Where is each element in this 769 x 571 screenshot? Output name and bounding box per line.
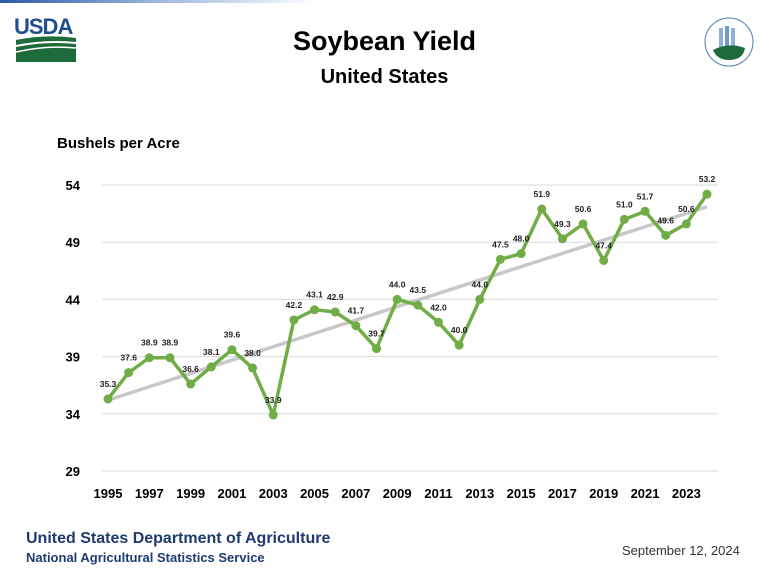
y-tick-label: 54 <box>66 178 81 193</box>
data-point <box>578 219 588 229</box>
data-point <box>330 307 340 317</box>
data-point <box>640 206 650 216</box>
data-label: 35.3 <box>100 379 117 389</box>
chart-title: Soybean Yield <box>292 26 477 56</box>
data-point <box>495 254 505 264</box>
x-tick-label: 2009 <box>383 486 412 501</box>
data-label: 43.1 <box>306 290 323 300</box>
data-label: 37.6 <box>120 353 137 363</box>
data-label: 38.0 <box>244 348 261 358</box>
data-label: 38.1 <box>203 347 220 357</box>
data-label: 50.6 <box>575 204 592 214</box>
data-point <box>103 394 113 404</box>
data-point <box>454 340 464 350</box>
data-label: 38.9 <box>162 338 179 348</box>
footer-service: National Agricultural Statistics Service <box>26 550 265 565</box>
data-point <box>681 219 691 229</box>
y-tick-label: 29 <box>66 464 80 479</box>
data-label: 43.5 <box>410 285 427 295</box>
x-tick-label: 2015 <box>507 486 536 501</box>
data-point <box>661 230 671 240</box>
data-label: 42.0 <box>430 302 447 312</box>
data-point <box>351 321 361 331</box>
agriculture-counts-seal <box>704 17 754 67</box>
data-label: 36.6 <box>182 364 199 374</box>
usda-logo: USDA <box>14 14 77 62</box>
y-tick-label: 49 <box>66 235 80 250</box>
x-tick-label: 2023 <box>672 486 701 501</box>
data-point <box>619 214 629 224</box>
data-label: 48.0 <box>513 234 530 244</box>
x-tick-label: 2001 <box>217 486 246 501</box>
x-tick-label: 2017 <box>548 486 577 501</box>
data-point <box>475 294 485 304</box>
footer-org: United States Department of Agriculture <box>26 530 331 547</box>
x-tick-label: 2019 <box>589 486 618 501</box>
svg-text:USDA: USDA <box>14 14 73 39</box>
data-point <box>227 345 237 355</box>
data-label: 49.6 <box>657 215 674 225</box>
data-point <box>599 256 609 266</box>
data-point <box>372 344 382 354</box>
data-label: 39.7 <box>368 329 385 339</box>
data-point <box>124 368 134 378</box>
data-point <box>516 249 526 259</box>
data-label: 42.2 <box>286 300 303 310</box>
data-point <box>165 353 175 363</box>
data-label: 47.5 <box>492 239 509 249</box>
data-label: 47.4 <box>595 241 612 251</box>
x-tick-label: 2011 <box>424 486 452 501</box>
data-point <box>289 315 299 325</box>
data-label: 39.6 <box>224 330 241 340</box>
data-point <box>310 305 320 315</box>
data-label: 42.9 <box>327 292 344 302</box>
data-label: 38.9 <box>141 338 158 348</box>
x-tick-label: 2005 <box>300 486 329 501</box>
x-tick-label: 2021 <box>631 486 660 501</box>
data-point <box>248 363 258 373</box>
data-point <box>186 379 196 389</box>
data-point <box>557 234 567 244</box>
y-tick-label: 39 <box>66 350 80 365</box>
y-tick-label: 44 <box>66 292 81 307</box>
data-label: 44.0 <box>389 279 406 289</box>
data-label: 33.9 <box>265 395 282 405</box>
x-tick-label: 2013 <box>465 486 494 501</box>
data-point <box>433 317 443 327</box>
data-point <box>268 410 278 420</box>
data-point <box>537 204 547 214</box>
x-tick-label: 1999 <box>176 486 205 501</box>
data-point <box>392 294 402 304</box>
data-point <box>144 353 154 363</box>
data-label: 41.7 <box>348 306 365 316</box>
data-point <box>702 189 712 199</box>
data-point <box>413 300 423 310</box>
y-axis-label: Bushels per Acre <box>57 135 180 152</box>
x-tick-label: 1995 <box>94 486 123 501</box>
chart-subtitle: United States <box>320 66 449 88</box>
x-tick-label: 2003 <box>259 486 288 501</box>
x-tick-label: 1997 <box>135 486 164 501</box>
footer-date: September 12, 2024 <box>622 543 740 558</box>
data-label: 53.2 <box>699 174 716 184</box>
y-tick-label: 34 <box>66 407 81 422</box>
top-accent-bar <box>0 0 320 3</box>
data-label: 50.6 <box>678 204 695 214</box>
data-label: 49.3 <box>554 219 571 229</box>
data-point <box>206 362 216 372</box>
data-label: 51.7 <box>637 191 654 201</box>
data-label: 51.0 <box>616 199 633 209</box>
data-label: 40.0 <box>451 325 468 335</box>
x-tick-label: 2007 <box>341 486 370 501</box>
data-label: 44.0 <box>472 279 489 289</box>
data-label: 51.9 <box>533 189 550 199</box>
